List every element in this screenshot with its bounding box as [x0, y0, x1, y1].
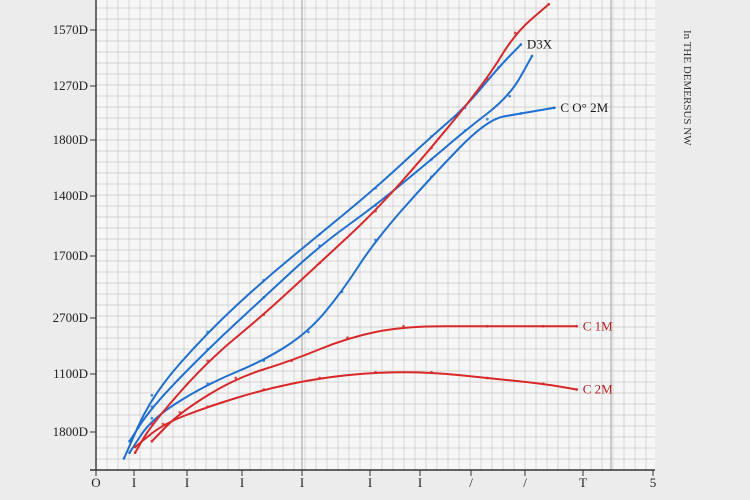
- series-point-2: [150, 416, 154, 420]
- x-tick-label: 5: [650, 475, 657, 490]
- x-tick-label: I: [132, 475, 136, 490]
- series-point-5: [133, 445, 137, 449]
- series-point-2: [128, 451, 131, 455]
- series-point-0: [374, 186, 377, 190]
- series-point-5: [161, 422, 165, 426]
- y-tick-label: 1270D: [53, 78, 88, 93]
- series-point-4: [290, 359, 294, 363]
- y-tick-label: 1800D: [53, 424, 88, 439]
- series-label-0: D3X: [527, 37, 553, 52]
- y-tick-label: 2700D: [53, 310, 88, 325]
- series-line-2: [128, 106, 556, 454]
- series-point-4: [402, 324, 405, 328]
- series-point-1: [318, 244, 321, 248]
- x-tick-label: I: [418, 475, 422, 490]
- series-point-2: [485, 117, 489, 121]
- series-line-1: [128, 55, 534, 443]
- series-point-1: [430, 158, 433, 161]
- series-line-5: [134, 371, 578, 448]
- series-line-4: [150, 325, 578, 443]
- x-tick-label: O: [91, 475, 100, 490]
- series-point-1: [150, 405, 154, 409]
- series-line-3: [134, 3, 550, 454]
- series-point-1: [128, 439, 131, 443]
- series-point-3: [318, 261, 321, 265]
- series-point-4: [150, 439, 154, 443]
- axes: 1570D 1270D 1800D 1400D 1700D 2700D 1100D 1800D…: [53, 0, 657, 490]
- series-point-3: [485, 77, 489, 81]
- series-point-3: [374, 209, 377, 213]
- series-point-5: [541, 382, 545, 386]
- series-point-0: [497, 66, 500, 69]
- series-point-0: [206, 330, 210, 334]
- grid: [95, 0, 655, 471]
- series-point-1: [463, 129, 467, 133]
- series-point-4: [575, 324, 579, 328]
- series-point-3: [206, 359, 210, 363]
- series-point-3: [150, 422, 154, 426]
- x-tick-label: I: [300, 475, 304, 490]
- series-point-1: [374, 204, 377, 207]
- series-point-1: [262, 296, 266, 299]
- series-point-4: [178, 411, 182, 414]
- series-point-4: [485, 324, 489, 328]
- series-point-5: [485, 376, 489, 380]
- series-point-2: [340, 290, 344, 294]
- series-point-5: [206, 405, 210, 409]
- series-point-0: [122, 457, 126, 460]
- series-point-2: [262, 359, 266, 363]
- right-caption: In THE DEMERSUS NW: [681, 30, 693, 146]
- series-point-1: [530, 54, 534, 58]
- series-point-2: [374, 238, 377, 242]
- labels: D3X C O° 2M C 1M C 2M: [527, 37, 613, 397]
- series-lines: [122, 2, 579, 460]
- y-tick-label: 1570D: [53, 22, 88, 37]
- x-tick-label: /: [469, 475, 473, 490]
- series-point-2: [519, 112, 523, 115]
- series-point-0: [150, 393, 154, 397]
- x-tick-label: I: [240, 475, 244, 490]
- series-label-2: C O° 2M: [560, 100, 608, 115]
- x-tick-label: T: [579, 475, 587, 490]
- series-label-4: C 1M: [583, 318, 613, 333]
- x-tick-label: I: [185, 475, 189, 490]
- x-tick-label: I: [368, 475, 372, 490]
- series-point-4: [541, 324, 545, 328]
- series-point-0: [318, 232, 321, 236]
- series-point-0: [519, 43, 523, 46]
- series-point-3: [547, 2, 551, 6]
- series-point-5: [374, 370, 377, 374]
- series-point-3: [430, 146, 433, 150]
- plot-area: [96, 0, 655, 470]
- series-point-5: [262, 388, 266, 391]
- series-point-3: [513, 31, 517, 35]
- series-point-5: [430, 370, 433, 374]
- series-label-5: C 2M: [583, 382, 613, 397]
- series-point-4: [234, 376, 238, 380]
- series-point-5: [318, 376, 321, 380]
- series-point-4: [346, 336, 349, 340]
- series-point-2: [307, 330, 310, 334]
- y-tick-label: 1800D: [53, 132, 88, 147]
- series-point-3: [262, 313, 266, 317]
- y-tick-label: 1400D: [53, 188, 88, 203]
- series-point-2: [552, 106, 556, 110]
- series-point-5: [575, 388, 579, 391]
- series-point-3: [133, 451, 137, 455]
- series-point-0: [430, 135, 433, 138]
- series-point-1: [508, 94, 512, 98]
- y-tick-label: 1100D: [53, 366, 88, 381]
- y-tick-label: 1700D: [53, 248, 88, 263]
- series-point-1: [206, 347, 210, 351]
- series-point-2: [206, 382, 210, 386]
- series-point-0: [262, 278, 266, 282]
- series-line-0: [122, 43, 522, 460]
- series-point-2: [430, 175, 433, 179]
- x-tick-label: /: [523, 475, 527, 490]
